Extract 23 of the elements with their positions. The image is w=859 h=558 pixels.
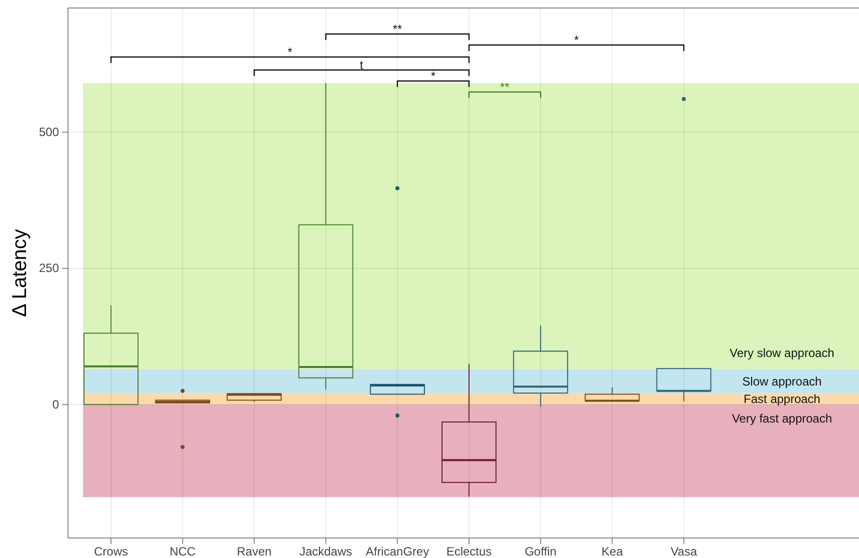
x-tick-label: Kea — [602, 544, 624, 558]
x-tick-label: Crows — [94, 544, 128, 558]
x-tick-label: NCC — [170, 544, 196, 558]
y-tick-label: 500 — [38, 125, 60, 140]
annotation: * — [574, 33, 580, 47]
band-label: Slow approach — [742, 374, 822, 388]
y-axis-title: Δ Latency — [9, 229, 31, 317]
y-tick-label: 0 — [52, 397, 60, 412]
x-tick-label: Goffin — [524, 544, 557, 558]
x-tick-label: Jackdaws — [299, 544, 352, 558]
annotation: ** — [392, 22, 402, 36]
band-label: Very slow approach — [730, 346, 834, 360]
band-label: Very fast approach — [732, 412, 832, 426]
annotation: ** — [500, 80, 510, 94]
x-tick-label: Eclectus — [446, 544, 492, 558]
x-tick-label: AfricanGrey — [366, 544, 430, 558]
x-tick-label: Raven — [236, 544, 272, 558]
annotation: * — [288, 45, 293, 59]
x-tick-label: Vasa — [670, 544, 698, 558]
annotation: * — [430, 69, 436, 83]
annotation: t — [360, 58, 364, 72]
y-tick-label: 250 — [38, 261, 60, 276]
band-label: Fast approach — [744, 392, 820, 406]
